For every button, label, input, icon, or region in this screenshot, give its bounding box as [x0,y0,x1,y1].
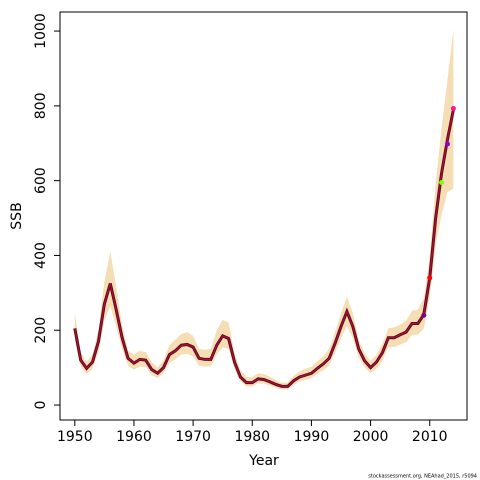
x-tick-label: 2000 [353,429,389,445]
x-tick-label: 1960 [116,429,152,445]
footnote: stockassessment.org, NEAhad_2015, r5094 [368,474,477,480]
point [427,275,433,281]
x-tick-label: 1990 [294,429,330,445]
point [439,180,445,186]
x-tick-label: 1980 [234,429,270,445]
y-tick-label: 600 [33,167,49,194]
point [444,141,450,147]
plot-frame [59,11,468,421]
x-axis-label: Year [248,453,279,469]
y-tick-label: 400 [33,242,49,269]
x-tick-label: 1950 [57,429,93,445]
ssb-line-inner [74,109,454,387]
x-tick-label: 1970 [175,429,211,445]
point [421,312,427,318]
y-tick-label: 1000 [33,13,49,49]
y-tick-label: 0 [33,401,49,410]
y-tick-label: 200 [33,317,49,344]
y-tick-label: 800 [33,92,49,119]
point [450,105,456,111]
y-axis-label: SSB [9,202,25,229]
x-tick-label: 2010 [412,429,448,445]
